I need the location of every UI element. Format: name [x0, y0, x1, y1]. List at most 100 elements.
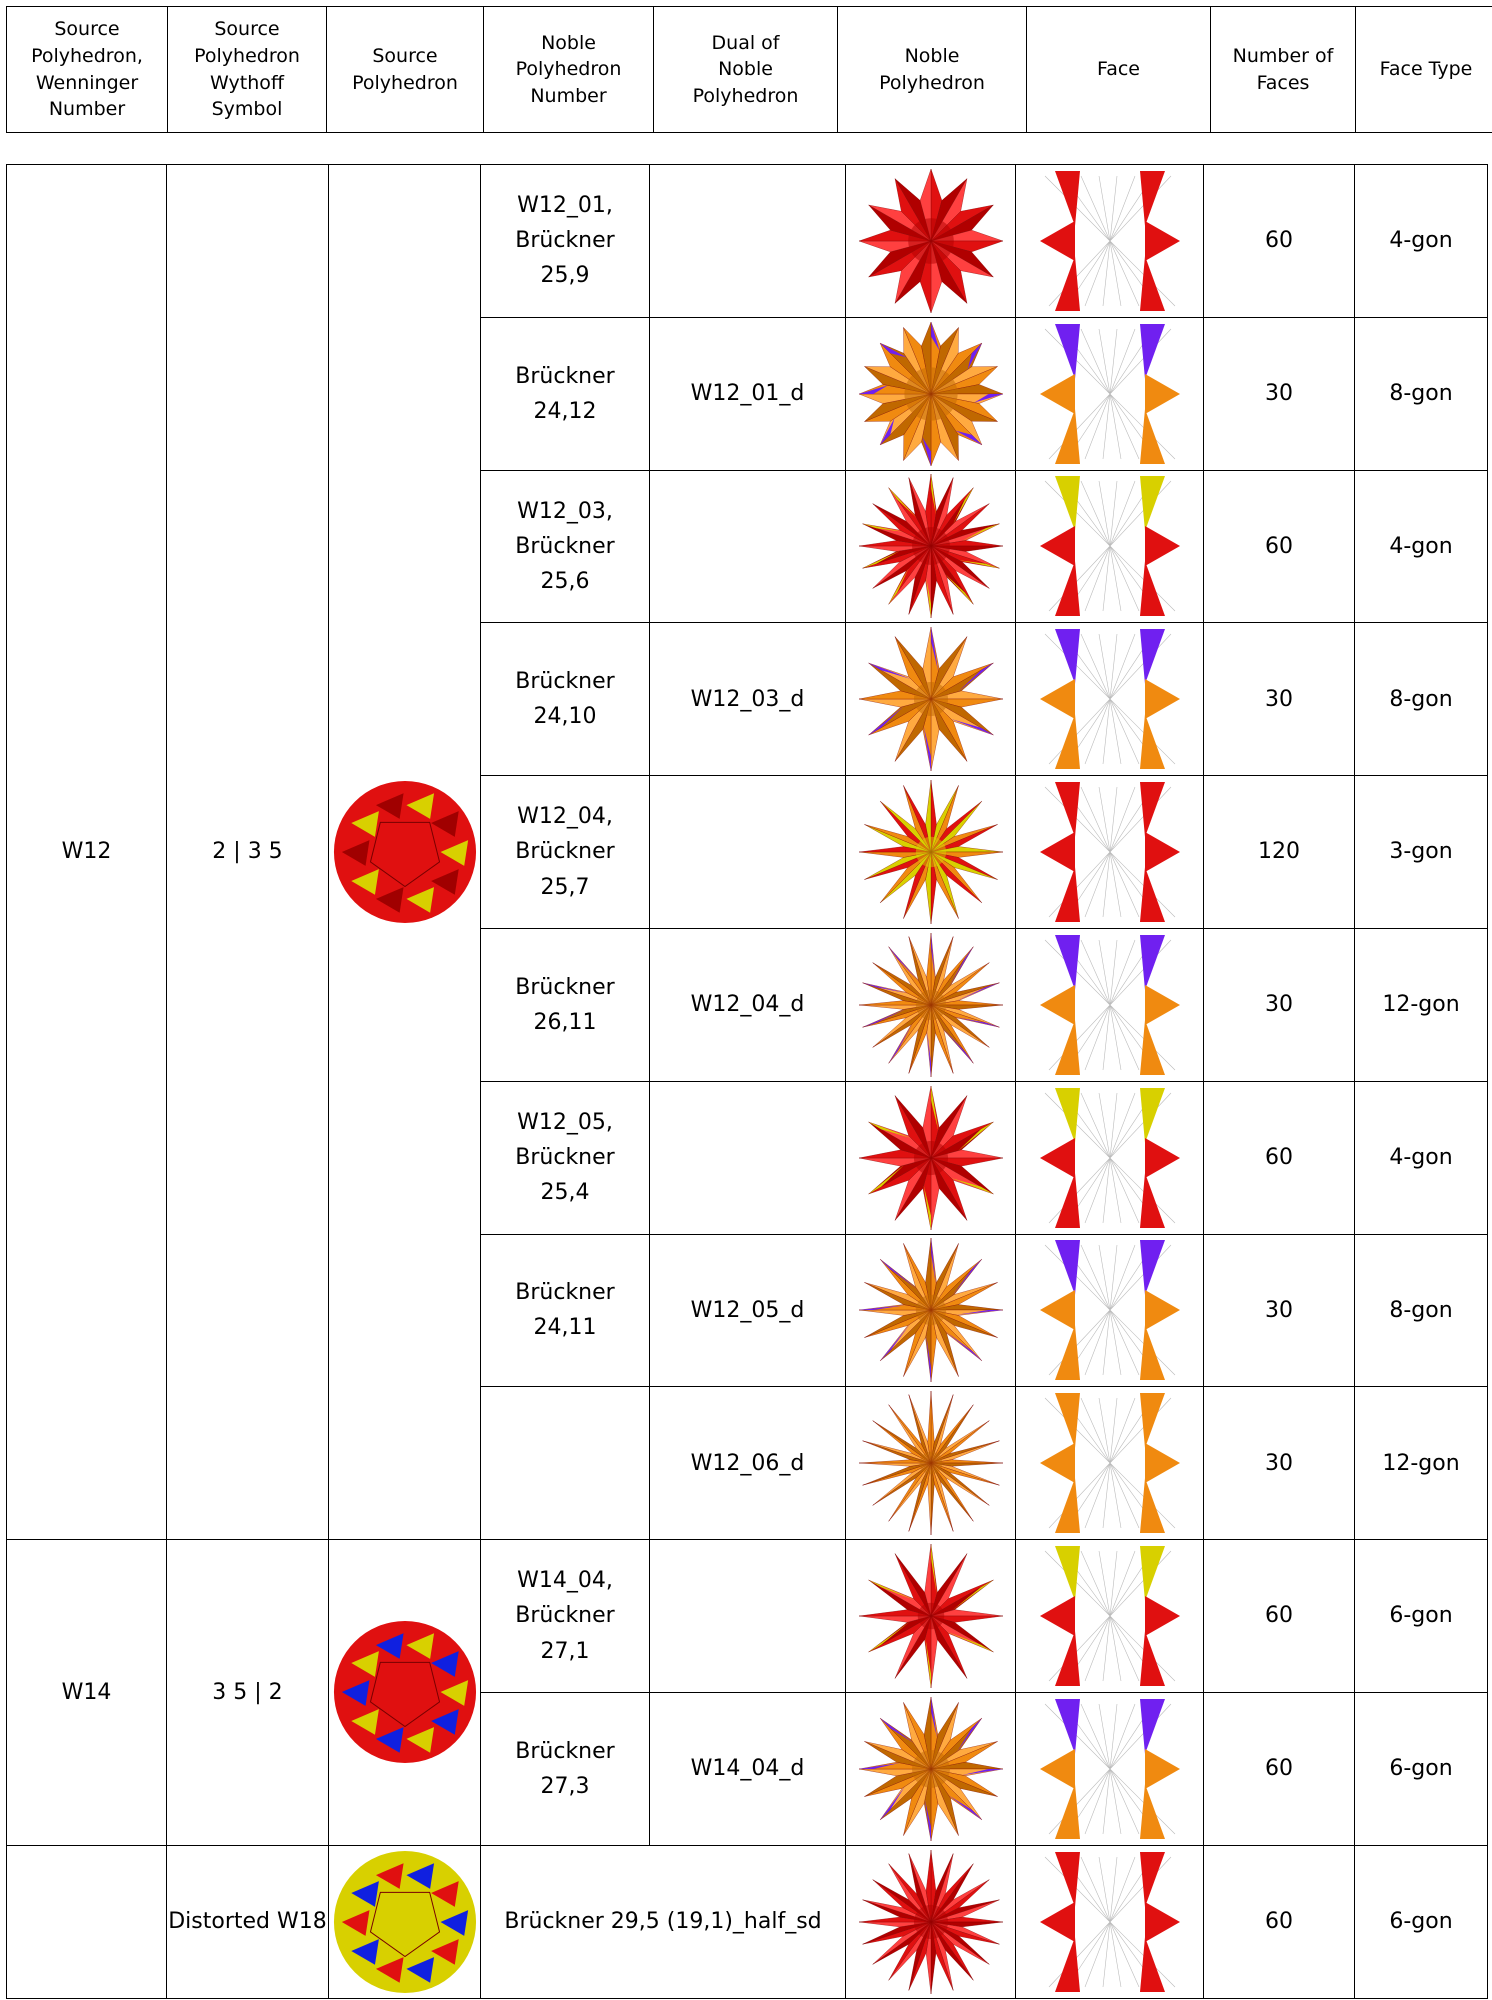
core — [913, 1140, 948, 1175]
cell-text: W12_06_d — [690, 1450, 805, 1476]
facet — [375, 1862, 404, 1889]
facet — [341, 1909, 369, 1936]
dual-cell — [649, 775, 846, 929]
core — [915, 989, 946, 1021]
facet — [926, 1029, 931, 1077]
face-segment — [1054, 1698, 1080, 1754]
face-segment — [1139, 1087, 1165, 1143]
face-type-cell: 6-gon — [1354, 1691, 1488, 1846]
face-image — [1039, 934, 1180, 1075]
dual-cell — [649, 1080, 846, 1235]
face-type-cell: 8-gon — [1354, 622, 1488, 777]
cell-text: Source Polyhedron Wythoff Symbol — [194, 18, 300, 121]
face-segment — [1039, 373, 1075, 414]
noble-polyhedron-image — [858, 1238, 1003, 1383]
cell-text: W12_01_d — [690, 381, 805, 407]
face-segment — [1054, 1019, 1080, 1075]
face-segment — [1139, 1240, 1165, 1296]
cell-text: 30 — [1265, 992, 1293, 1018]
face-image — [1039, 1546, 1180, 1687]
header-cell: Source Polyhedron, Wenninger Number — [6, 6, 168, 133]
source-polyhedron-image — [333, 1621, 476, 1764]
facet — [375, 1727, 404, 1754]
face-image-cell — [1015, 1233, 1204, 1388]
facet — [405, 1633, 434, 1660]
cell-text: 8-gon — [1389, 1297, 1453, 1323]
noble-number-cell: Brückner 24,10 — [480, 622, 650, 777]
source-polyhedron-image — [333, 1850, 476, 1993]
faces-cell: 30 — [1203, 316, 1355, 471]
body-table: W12 2 | 3 5 W12_01, Brückner 25,9 60 4-gon Br… — [6, 163, 1488, 1999]
row: Brückner 26,11 W12_04_d 30 12-gon — [7, 927, 1488, 1082]
face-segment — [1139, 170, 1165, 226]
face-segment — [1139, 934, 1165, 990]
face-type-cell: 6-gon — [1354, 1539, 1488, 1693]
dual-cell: W12_03_d — [649, 622, 846, 777]
row: W12_04, Brückner 25,7 120 3-gon — [7, 775, 1488, 929]
face-segment — [1144, 1748, 1180, 1789]
row: W14 3 5 | 2 W14_04, Brückner 27,1 60 6-gon — [6, 1539, 1488, 1846]
dual-cell: W12_06_d — [649, 1386, 846, 1541]
face-type-cell: 8-gon — [1354, 1233, 1488, 1388]
header-cell: Source Polyhedron — [326, 6, 484, 133]
face-type-cell: 4-gon — [1354, 469, 1488, 624]
facet — [862, 1008, 906, 1028]
facet — [405, 1862, 434, 1889]
noble-image-cell — [845, 1386, 1016, 1541]
row: Brückner 24,11 W12_05_d 30 8-gon — [7, 1233, 1488, 1388]
core — [903, 367, 958, 421]
wenninger-cell — [6, 1844, 167, 1999]
face-segment — [1139, 255, 1165, 311]
facet — [341, 1680, 369, 1707]
face-image-cell — [1015, 164, 1204, 318]
face-segment — [1054, 629, 1080, 685]
wythoff-cell: 2 | 3 5 — [166, 163, 329, 1541]
noble-image-cell — [845, 775, 1016, 929]
facet — [430, 1709, 459, 1736]
face-segment — [1054, 867, 1080, 923]
cell-text: W14_04, Brückner 27,1 — [515, 1568, 615, 1664]
faces-cell: 30 — [1203, 1233, 1355, 1388]
cell-text: W12_05, Brückner 25,4 — [515, 1109, 615, 1206]
face-segment — [1139, 867, 1165, 923]
face-segment — [1039, 679, 1075, 720]
face-image-cell — [1015, 1691, 1204, 1846]
noble-number-cell: Brückner 29,5 (19,1)_half_sd — [480, 1844, 846, 1999]
dual-cell: W12_01_d — [649, 316, 846, 471]
faces-cell: 30 — [1203, 927, 1355, 1082]
facet — [879, 1259, 917, 1290]
facet — [944, 1331, 982, 1362]
face-image-cell — [1015, 1080, 1204, 1235]
face-segment — [1054, 1783, 1080, 1839]
row: W12_06_d 30 12-gon — [7, 1386, 1488, 1541]
face-type-cell: 6-gon — [1354, 1844, 1488, 1999]
face-segment — [1144, 220, 1180, 261]
faces-cell: 30 — [1203, 622, 1355, 777]
face-segment — [1139, 1393, 1165, 1449]
noble-polyhedron-image — [858, 1085, 1003, 1230]
face-image — [1039, 1240, 1180, 1381]
face-image — [1039, 782, 1180, 923]
cell-text: Brückner 24,12 — [515, 363, 615, 424]
cell-text: W12 — [61, 839, 112, 865]
face-segment — [1054, 782, 1080, 838]
cell-text: 8-gon — [1389, 381, 1453, 407]
row: Brückner 27,3 W14_04_d 60 6-gon — [7, 1691, 1488, 1846]
face-segment — [1054, 323, 1080, 379]
wenninger-cell: W14 — [6, 1539, 167, 1846]
core — [907, 218, 954, 264]
faces-cell: 60 — [1203, 1539, 1355, 1693]
cell-text: W12_04_d — [690, 992, 805, 1018]
facet — [405, 1956, 434, 1983]
face-segment — [1054, 1087, 1080, 1143]
face-segment — [1139, 476, 1165, 532]
header-table: Source Polyhedron, Wenninger Number Sourc… — [6, 6, 1492, 133]
source-polyhedron-image — [333, 781, 476, 924]
noble-polyhedron-image — [858, 1391, 1003, 1536]
facet — [952, 1016, 999, 1028]
cell-text: 120 — [1258, 839, 1300, 865]
noble-image-cell — [845, 622, 1016, 777]
face-segment — [1054, 1325, 1080, 1381]
source-image-cell — [328, 163, 481, 1541]
cell-text: 6-gon — [1389, 1603, 1453, 1629]
